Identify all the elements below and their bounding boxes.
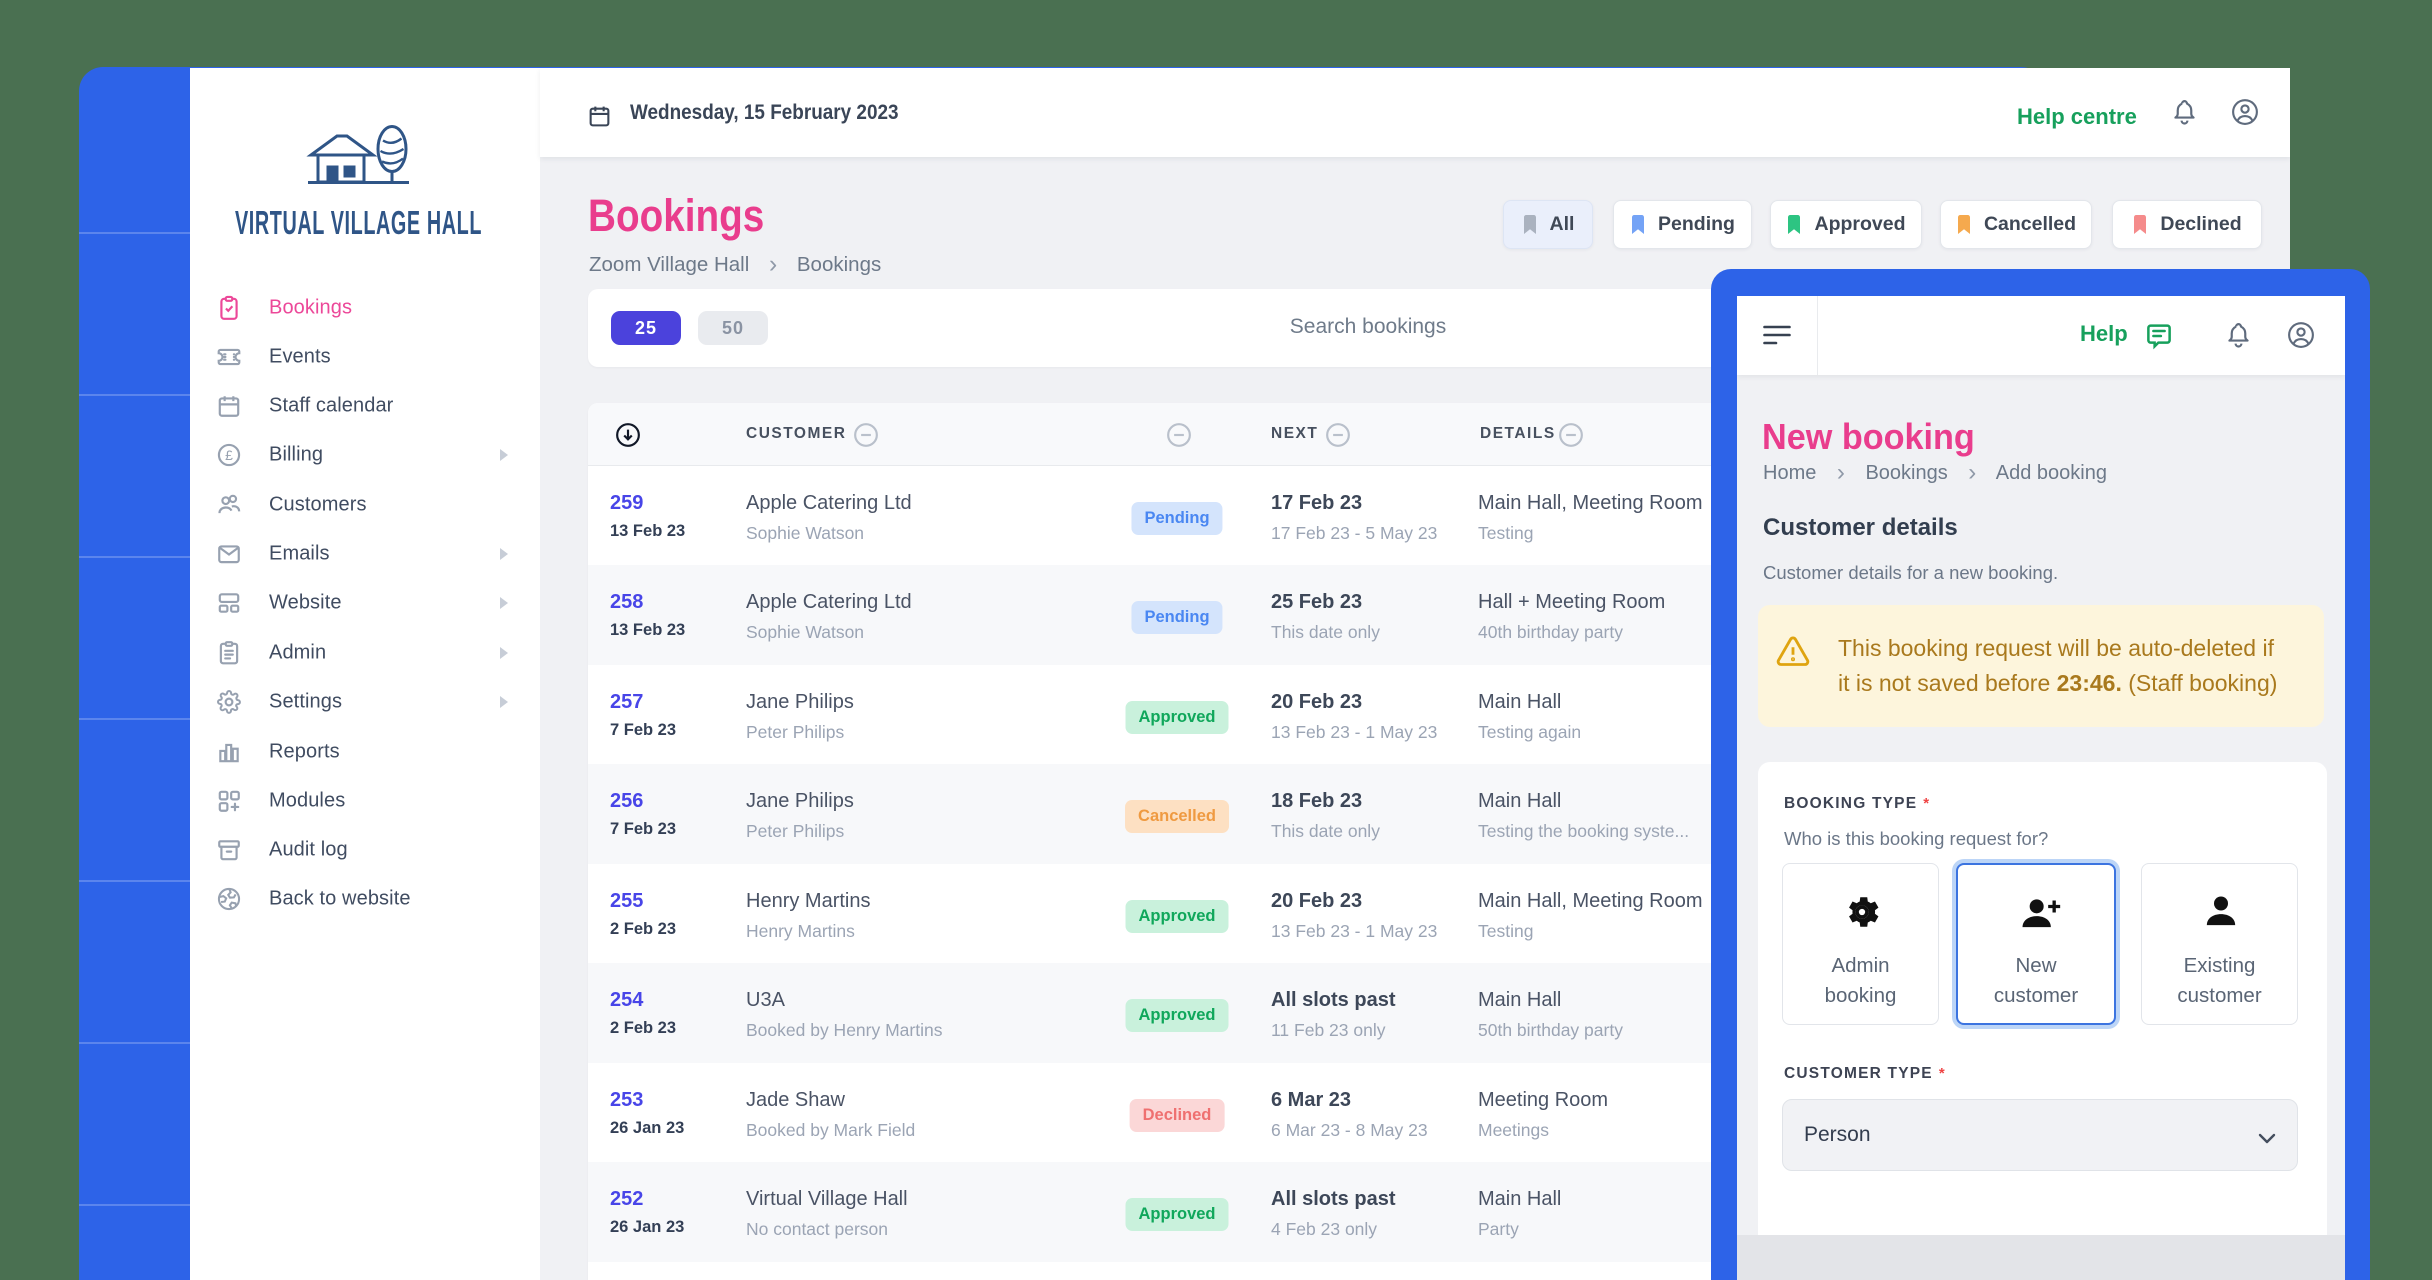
svg-text:£: £: [225, 447, 233, 463]
